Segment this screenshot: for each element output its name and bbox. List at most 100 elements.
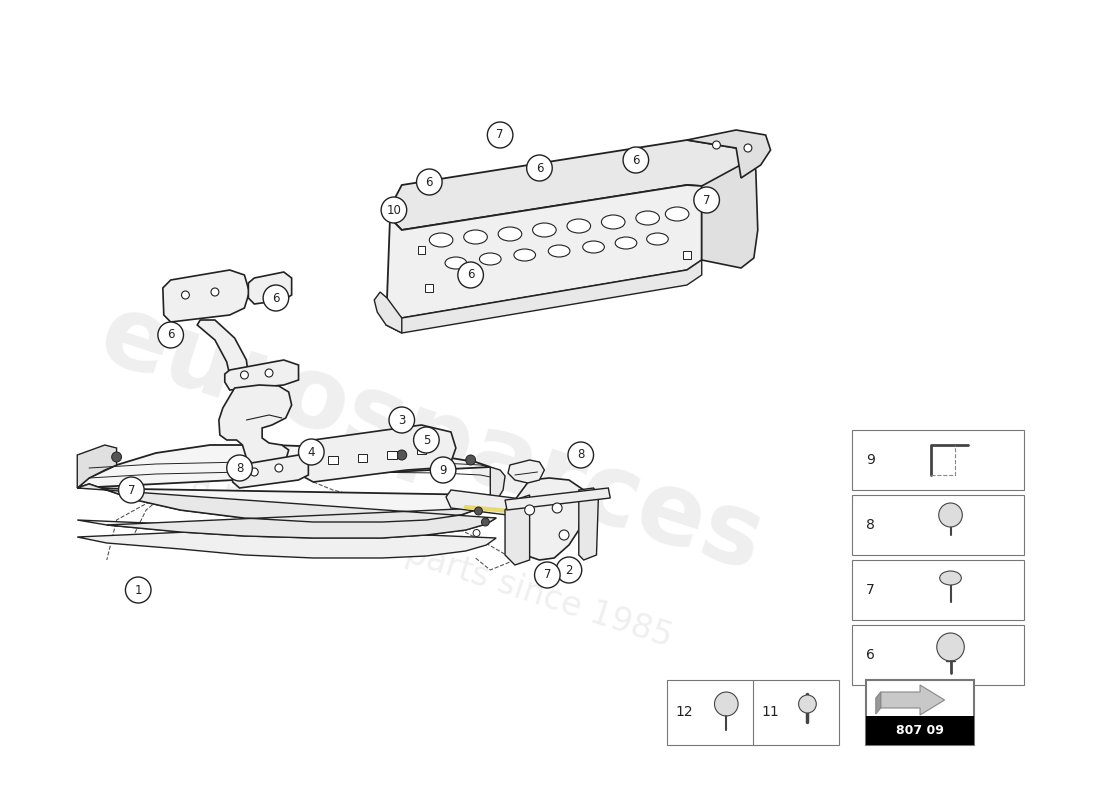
Ellipse shape (636, 211, 659, 225)
Circle shape (715, 692, 738, 716)
Polygon shape (77, 518, 496, 558)
Circle shape (112, 452, 121, 462)
Text: 7: 7 (128, 483, 135, 497)
Text: 7: 7 (703, 194, 711, 206)
Text: 1: 1 (134, 583, 142, 597)
Circle shape (241, 371, 249, 379)
Polygon shape (163, 270, 250, 322)
Text: 6: 6 (866, 648, 874, 662)
Circle shape (557, 557, 582, 583)
Circle shape (414, 427, 439, 453)
Polygon shape (219, 385, 292, 468)
Circle shape (473, 530, 480, 537)
Ellipse shape (498, 227, 521, 241)
Text: 2: 2 (565, 563, 573, 577)
Circle shape (527, 155, 552, 181)
Bar (683, 251, 691, 259)
Ellipse shape (647, 233, 669, 245)
Polygon shape (197, 320, 250, 390)
Circle shape (474, 507, 483, 515)
Polygon shape (702, 162, 758, 268)
Polygon shape (387, 185, 702, 318)
Text: 807 09: 807 09 (896, 723, 944, 737)
Circle shape (263, 285, 288, 311)
Text: 10: 10 (386, 203, 402, 217)
Text: 5: 5 (422, 434, 430, 446)
Circle shape (799, 695, 816, 713)
Polygon shape (491, 467, 505, 498)
Polygon shape (374, 292, 401, 333)
Bar (387, 451, 397, 459)
Bar (852, 430, 1024, 490)
Ellipse shape (532, 223, 557, 237)
Polygon shape (876, 692, 881, 714)
Text: 12: 12 (675, 705, 693, 719)
Text: 6: 6 (466, 269, 474, 282)
Ellipse shape (429, 233, 453, 247)
Circle shape (552, 503, 562, 513)
Polygon shape (515, 478, 584, 560)
Circle shape (694, 187, 719, 213)
Text: 6: 6 (272, 291, 279, 305)
Bar (852, 495, 1024, 555)
Text: 6: 6 (426, 175, 433, 189)
Text: 8: 8 (235, 462, 243, 474)
Bar (866, 680, 975, 745)
Circle shape (938, 503, 962, 527)
Bar (426, 284, 433, 292)
Circle shape (430, 457, 455, 483)
Bar (328, 456, 338, 464)
Text: 6: 6 (536, 162, 543, 174)
Circle shape (525, 505, 535, 515)
Ellipse shape (446, 257, 466, 269)
Circle shape (568, 442, 594, 468)
Ellipse shape (548, 245, 570, 257)
Polygon shape (505, 488, 611, 510)
Circle shape (744, 144, 752, 152)
Polygon shape (579, 488, 598, 560)
Circle shape (937, 633, 965, 661)
Circle shape (268, 286, 276, 294)
Circle shape (482, 518, 490, 526)
Polygon shape (249, 272, 292, 304)
Text: 3: 3 (398, 414, 406, 426)
Ellipse shape (583, 241, 604, 253)
Circle shape (211, 288, 219, 296)
Bar (852, 560, 1024, 620)
Polygon shape (77, 445, 117, 488)
Ellipse shape (514, 249, 536, 261)
Text: 8: 8 (578, 449, 584, 462)
Text: 6: 6 (167, 329, 175, 342)
Text: 11: 11 (761, 705, 779, 719)
Bar (852, 625, 1024, 685)
Text: 7: 7 (866, 583, 874, 597)
Polygon shape (688, 130, 771, 178)
Ellipse shape (615, 237, 637, 249)
Circle shape (158, 322, 184, 348)
Text: 9: 9 (866, 453, 874, 467)
Circle shape (227, 455, 252, 481)
Circle shape (182, 291, 189, 299)
Polygon shape (77, 445, 491, 522)
Ellipse shape (939, 571, 961, 585)
Text: 4: 4 (308, 446, 315, 458)
Polygon shape (77, 484, 496, 538)
Circle shape (713, 141, 721, 149)
Polygon shape (296, 425, 455, 482)
Circle shape (251, 468, 258, 476)
Polygon shape (505, 495, 529, 565)
Circle shape (389, 407, 415, 433)
Bar (358, 454, 367, 462)
Ellipse shape (602, 215, 625, 229)
Circle shape (119, 477, 144, 503)
Circle shape (487, 122, 513, 148)
Circle shape (125, 577, 151, 603)
Circle shape (397, 450, 407, 460)
Polygon shape (446, 490, 574, 522)
Circle shape (559, 530, 569, 540)
Ellipse shape (464, 230, 487, 244)
Ellipse shape (566, 219, 591, 233)
Ellipse shape (480, 253, 502, 265)
Circle shape (417, 169, 442, 195)
Circle shape (458, 262, 483, 288)
